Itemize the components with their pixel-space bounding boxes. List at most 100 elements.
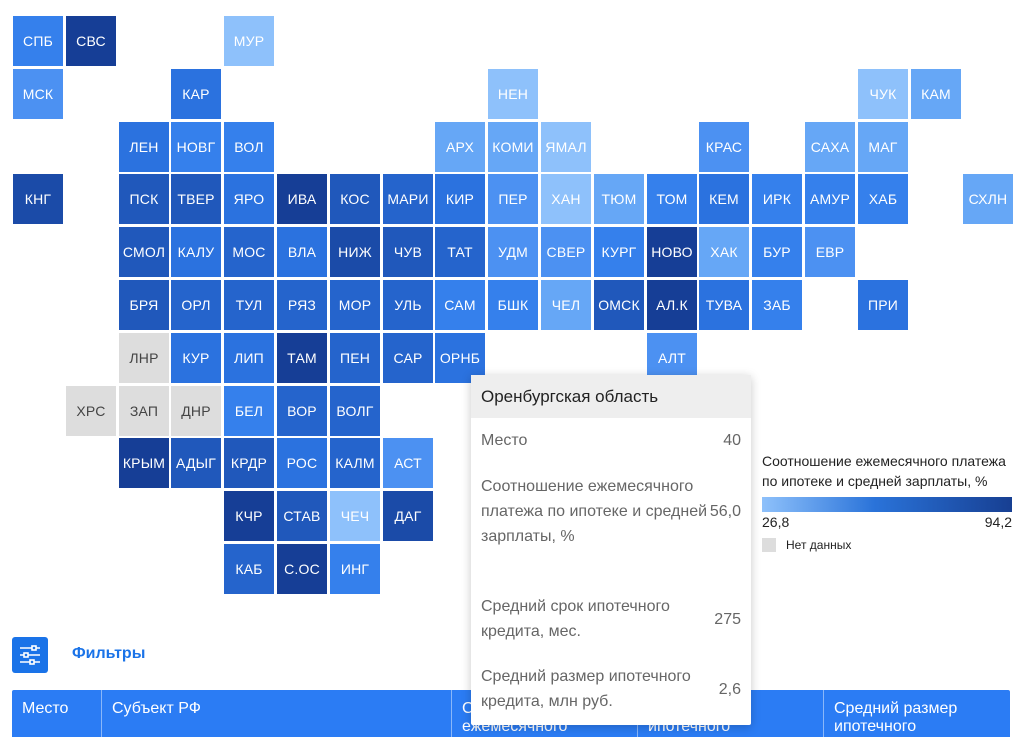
region-tile[interactable]: МОС [224,227,274,277]
region-tile[interactable]: ТУЛ [224,280,274,330]
region-tile[interactable]: ВОР [277,386,327,436]
region-tile[interactable]: ИРК [752,174,802,224]
region-tile[interactable]: ПСК [119,174,169,224]
region-tile[interactable]: ТУВА [699,280,749,330]
region-tile[interactable]: АДЫГ [171,438,221,488]
region-tile[interactable]: АМУР [805,174,855,224]
region-tile[interactable]: КУР [171,333,221,383]
region-tile[interactable]: СПБ [13,16,63,66]
region-tile[interactable]: БРЯ [119,280,169,330]
region-tile[interactable]: КАР [171,69,221,119]
region-tile[interactable]: ТЮМ [594,174,644,224]
region-tile[interactable]: АЛТ [647,333,697,383]
region-tile[interactable]: СХЛН [963,174,1013,224]
region-tile[interactable]: МАГ [858,122,908,172]
region-tile[interactable]: АРХ [435,122,485,172]
region-tile[interactable]: ЧЕЛ [541,280,591,330]
region-tile[interactable]: ЛИП [224,333,274,383]
region-tile[interactable]: КНГ [13,174,63,224]
region-tile[interactable]: МОР [330,280,380,330]
region-tile[interactable]: СВС [66,16,116,66]
region-tile[interactable]: ВЛА [277,227,327,277]
region-tile[interactable]: МАРИ [383,174,433,224]
filters-button[interactable] [12,637,48,673]
column-header-rank[interactable]: Место [12,690,102,737]
region-tile[interactable]: НЕН [488,69,538,119]
region-tile[interactable]: ТОМ [647,174,697,224]
filters-label[interactable]: Фильтры [72,645,146,662]
region-tile[interactable]: ПЕР [488,174,538,224]
region-tile[interactable]: С.ОС [277,544,327,594]
tooltip-row-amount: Средний размер ипотечного кредита, млн р… [481,664,741,714]
region-tile[interactable]: КАЛУ [171,227,221,277]
region-tile[interactable]: КАЛМ [330,438,380,488]
region-tile[interactable]: РОС [277,438,327,488]
tooltip-row-ratio: Соотношение ежемесячного платежа по ипот… [481,474,741,549]
region-tile[interactable]: ВОЛ [224,122,274,172]
region-tile[interactable]: КОМИ [488,122,538,172]
region-tile[interactable]: КРЫМ [119,438,169,488]
region-tile[interactable]: АСТ [383,438,433,488]
region-tile[interactable]: ЯМАЛ [541,122,591,172]
region-tile[interactable]: ЕВР [805,227,855,277]
region-tile[interactable]: РЯЗ [277,280,327,330]
region-tile[interactable]: НОВО [647,227,697,277]
region-tile[interactable]: БШК [488,280,538,330]
region-tile[interactable]: ХАН [541,174,591,224]
region-tile[interactable]: ХАК [699,227,749,277]
map-legend: Соотношение ежемесячного платежа по ипот… [762,451,1017,552]
region-tile[interactable]: САР [383,333,433,383]
region-tile[interactable]: БУР [752,227,802,277]
region-tile[interactable]: ОРНБ [435,333,485,383]
column-header-region[interactable]: Субъект РФ [102,690,452,737]
region-tile[interactable]: КРДР [224,438,274,488]
region-tile[interactable]: ЧУВ [383,227,433,277]
column-header-amount[interactable]: Средний размер ипотечного [834,700,958,735]
region-tile[interactable]: ОРЛ [171,280,221,330]
region-tile[interactable]: КРАС [699,122,749,172]
region-tile[interactable]: СМОЛ [119,227,169,277]
region-tile[interactable]: ХАБ [858,174,908,224]
region-tile[interactable]: УЛЬ [383,280,433,330]
region-tile[interactable]: АЛ.К [647,280,697,330]
region-tile[interactable]: МУР [224,16,274,66]
region-tile[interactable]: НОВГ [171,122,221,172]
sliders-icon [20,645,40,665]
region-tile[interactable]: ТВЕР [171,174,221,224]
region-tile[interactable]: ПЕН [330,333,380,383]
region-tile[interactable]: ИНГ [330,544,380,594]
region-tile[interactable]: ИВА [277,174,327,224]
legend-nodata: Нет данных [762,538,1017,552]
region-tile[interactable]: ЛНР [119,333,169,383]
region-tile[interactable]: ЗАБ [752,280,802,330]
region-tile[interactable]: ЧЕЧ [330,491,380,541]
region-tile[interactable]: КЧР [224,491,274,541]
region-tile[interactable]: НИЖ [330,227,380,277]
region-tile[interactable]: ТАМ [277,333,327,383]
region-tile[interactable]: УДМ [488,227,538,277]
region-tile[interactable]: ЯРО [224,174,274,224]
region-tile[interactable]: ДНР [171,386,221,436]
region-tile[interactable]: ЧУК [858,69,908,119]
region-tile[interactable]: КАБ [224,544,274,594]
region-tile[interactable]: КИР [435,174,485,224]
region-tile[interactable]: КАМ [911,69,961,119]
region-tile[interactable]: КЕМ [699,174,749,224]
region-tile[interactable]: ПРИ [858,280,908,330]
nodata-swatch [762,538,776,552]
region-tile[interactable]: ЛЕН [119,122,169,172]
region-tile[interactable]: ТАТ [435,227,485,277]
region-tile[interactable]: СВЕР [541,227,591,277]
region-tile[interactable]: ХРС [66,386,116,436]
region-tile[interactable]: ДАГ [383,491,433,541]
region-tile[interactable]: БЕЛ [224,386,274,436]
region-tile[interactable]: САХА [805,122,855,172]
region-tile[interactable]: ВОЛГ [330,386,380,436]
region-tile[interactable]: КУРГ [594,227,644,277]
region-tile[interactable]: ЗАП [119,386,169,436]
region-tile[interactable]: СТАВ [277,491,327,541]
region-tile[interactable]: КОС [330,174,380,224]
region-tile[interactable]: ОМСК [594,280,644,330]
region-tile[interactable]: САМ [435,280,485,330]
region-tile[interactable]: МСК [13,69,63,119]
